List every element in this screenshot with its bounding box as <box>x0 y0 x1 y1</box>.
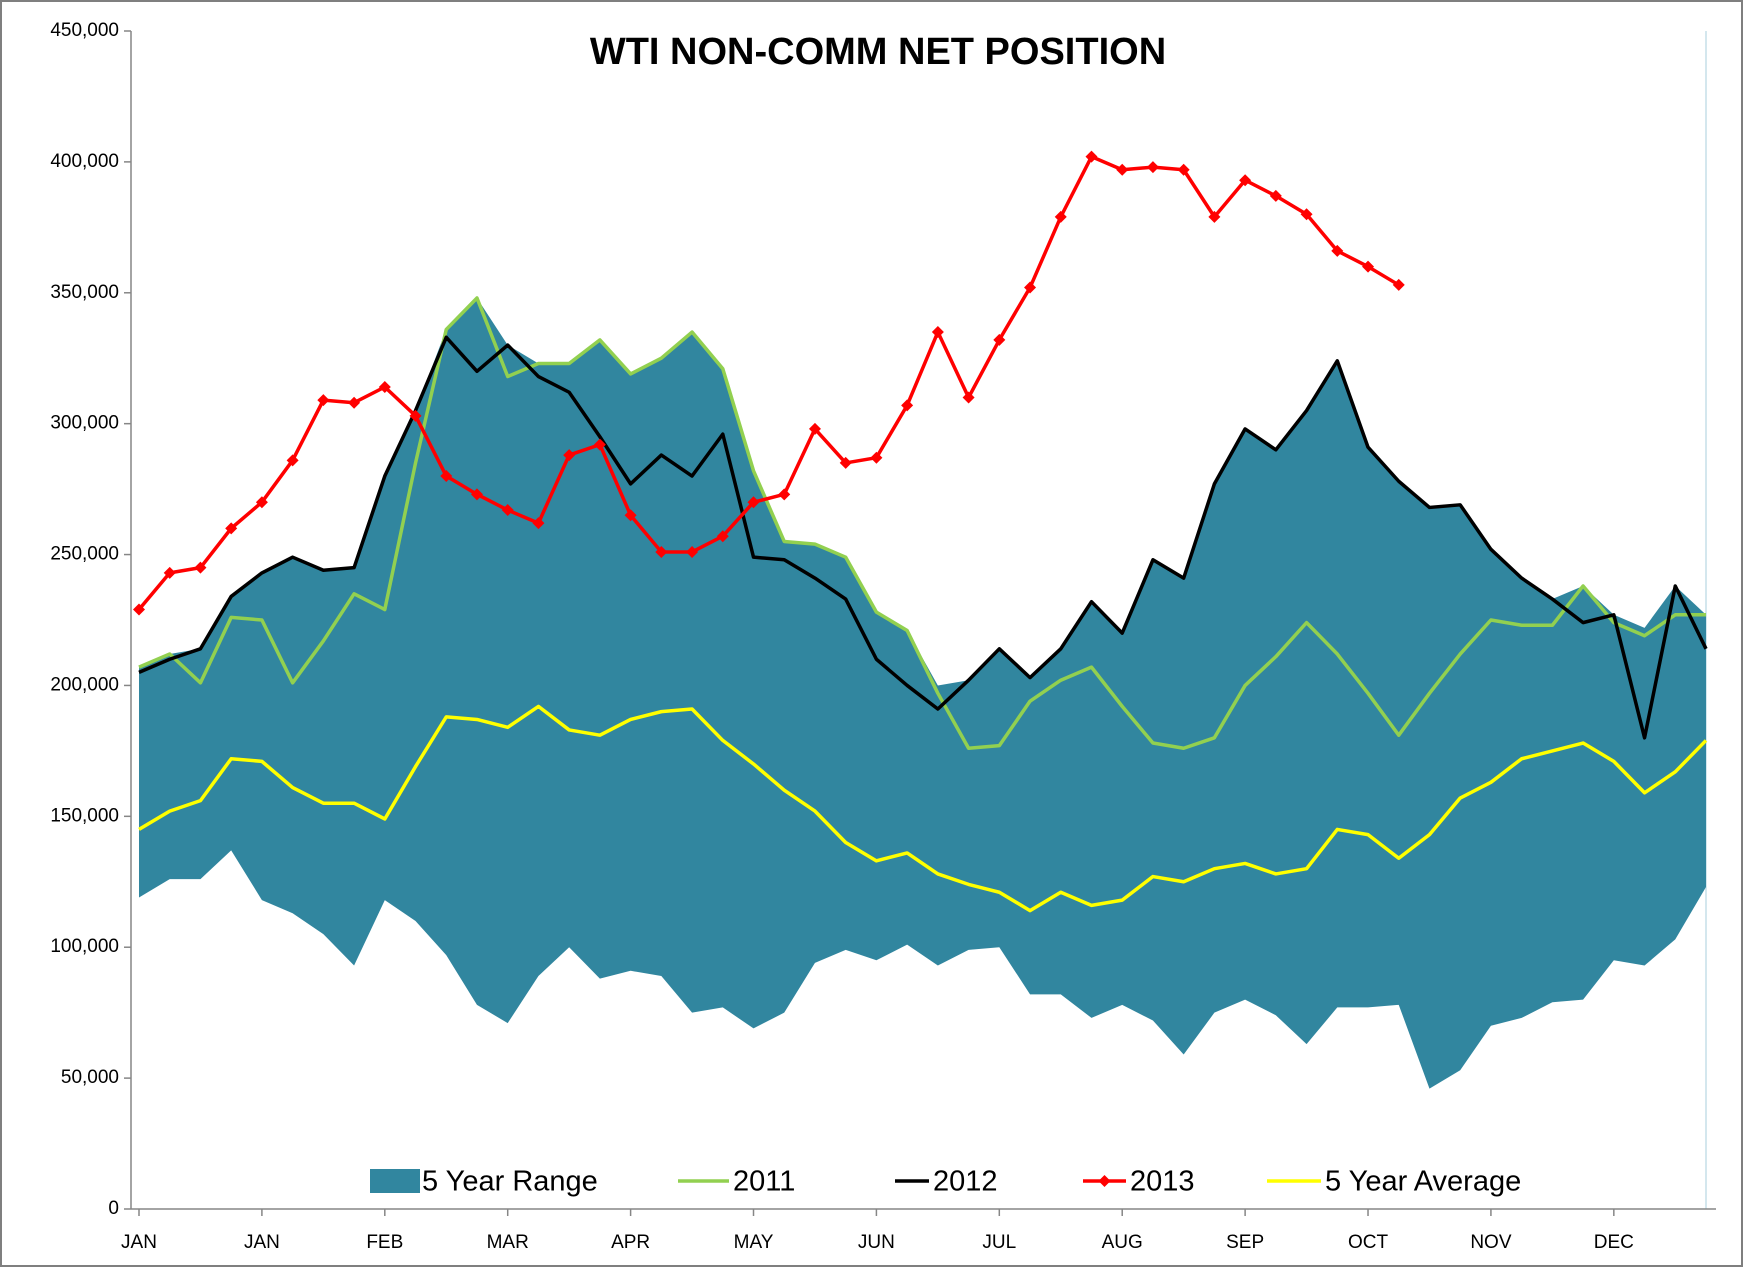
legend-label: 2013 <box>1130 1166 1195 1198</box>
legend-label: 2011 <box>733 1166 795 1198</box>
point-marker <box>931 326 944 339</box>
point-marker <box>440 470 453 483</box>
point-marker <box>1024 281 1037 294</box>
x-tick-label: FEB <box>366 1232 403 1253</box>
x-tick-label: AUG <box>1102 1232 1143 1253</box>
range-area <box>139 298 1706 1089</box>
point-marker <box>348 396 361 409</box>
point-marker <box>255 496 268 509</box>
x-tick-label: APR <box>611 1232 650 1253</box>
point-marker <box>1146 161 1159 174</box>
point-marker <box>655 545 668 558</box>
y-tick-label: 300,000 <box>50 413 119 434</box>
point-marker <box>532 517 545 530</box>
point-marker <box>1239 174 1252 187</box>
x-tick-label: OCT <box>1348 1232 1389 1253</box>
legend-label: 2012 <box>933 1166 998 1198</box>
point-marker <box>778 488 791 501</box>
point-marker <box>1054 210 1067 223</box>
x-tick-label: JAN <box>244 1232 280 1253</box>
chart-title: WTI NON-COMM NET POSITION <box>590 31 1166 73</box>
point-marker <box>747 496 760 509</box>
point-marker <box>870 451 883 464</box>
x-tick-label: NOV <box>1470 1232 1512 1253</box>
point-marker <box>1116 163 1129 176</box>
point-marker <box>1177 163 1190 176</box>
y-tick-label: 0 <box>108 1198 119 1219</box>
point-marker <box>563 449 576 462</box>
point-marker <box>1269 189 1282 202</box>
point-marker <box>470 488 483 501</box>
x-tick-label: DEC <box>1594 1232 1634 1253</box>
point-marker <box>194 561 207 574</box>
point-marker <box>962 391 975 404</box>
y-tick-label: 400,000 <box>50 151 119 172</box>
y-tick-label: 150,000 <box>50 805 119 826</box>
point-marker <box>163 566 176 579</box>
x-tick-label: JUL <box>982 1232 1016 1253</box>
point-marker <box>133 603 145 616</box>
point-marker <box>1300 208 1313 221</box>
point-marker <box>1085 150 1098 163</box>
point-marker <box>993 333 1006 346</box>
y-tick-label: 100,000 <box>50 936 119 957</box>
point-marker <box>286 454 299 467</box>
legend-swatch <box>370 1169 420 1193</box>
x-tick-label: SEP <box>1226 1232 1264 1253</box>
legend-label: 5 Year Range <box>422 1166 598 1198</box>
point-marker <box>378 381 391 394</box>
x-tick-label: MAR <box>487 1232 529 1253</box>
legend-marker <box>1098 1175 1111 1187</box>
point-marker <box>1392 278 1405 291</box>
y-tick-label: 250,000 <box>50 544 119 565</box>
series-line <box>138 335 1708 740</box>
point-marker <box>593 438 606 451</box>
point-marker <box>501 504 514 517</box>
series-line <box>138 296 1706 751</box>
legend-label: 5 Year Average <box>1325 1166 1521 1198</box>
x-tick-label: MAY <box>734 1232 774 1253</box>
point-marker <box>409 409 422 422</box>
point-marker <box>716 530 729 543</box>
y-tick-label: 450,000 <box>50 20 119 41</box>
point-marker <box>808 422 821 435</box>
point-marker <box>317 394 330 407</box>
point-marker <box>225 522 238 535</box>
point-marker <box>624 509 637 522</box>
y-tick-label: 350,000 <box>50 282 119 303</box>
point-marker <box>1331 244 1344 257</box>
point-marker <box>839 456 852 469</box>
x-tick-label: JUN <box>858 1232 895 1253</box>
x-tick-label: JAN <box>121 1232 157 1253</box>
point-marker <box>1208 210 1221 223</box>
point-marker <box>901 399 914 412</box>
point-marker <box>686 545 699 558</box>
y-tick-label: 50,000 <box>61 1067 119 1088</box>
series-line <box>138 704 1708 913</box>
point-marker <box>1362 260 1375 273</box>
y-tick-label: 200,000 <box>50 674 119 695</box>
